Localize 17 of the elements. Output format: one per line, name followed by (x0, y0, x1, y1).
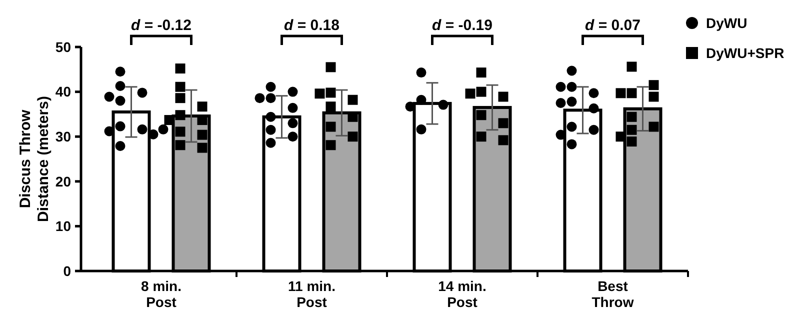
y-tick-label: 0 (63, 262, 72, 279)
x-tick-label: 14 min. Post (438, 278, 486, 310)
y-tick-label: 40 (55, 84, 72, 100)
text: d = 0.18 (284, 17, 340, 34)
y-axis-title: Discus Throw Distance (meters) (17, 96, 52, 222)
x-tick-label: 11 min. Post (288, 278, 336, 310)
x-tick-label: Best Throw (592, 278, 634, 310)
y-tick-label: 50 (55, 38, 72, 55)
text: d = 0.07 (585, 17, 640, 34)
legend-label: DyWU (706, 14, 748, 31)
x-tick-label: 8 min. Post (141, 278, 182, 310)
text: d = -0.12 (131, 17, 192, 34)
legend-label: DyWU+SPR (706, 44, 784, 61)
y-tick-label: 30 (55, 128, 72, 144)
y-tick-label: 20 (55, 173, 72, 190)
text: d = -0.19 (432, 17, 492, 34)
y-tick-label: 10 (55, 218, 72, 234)
